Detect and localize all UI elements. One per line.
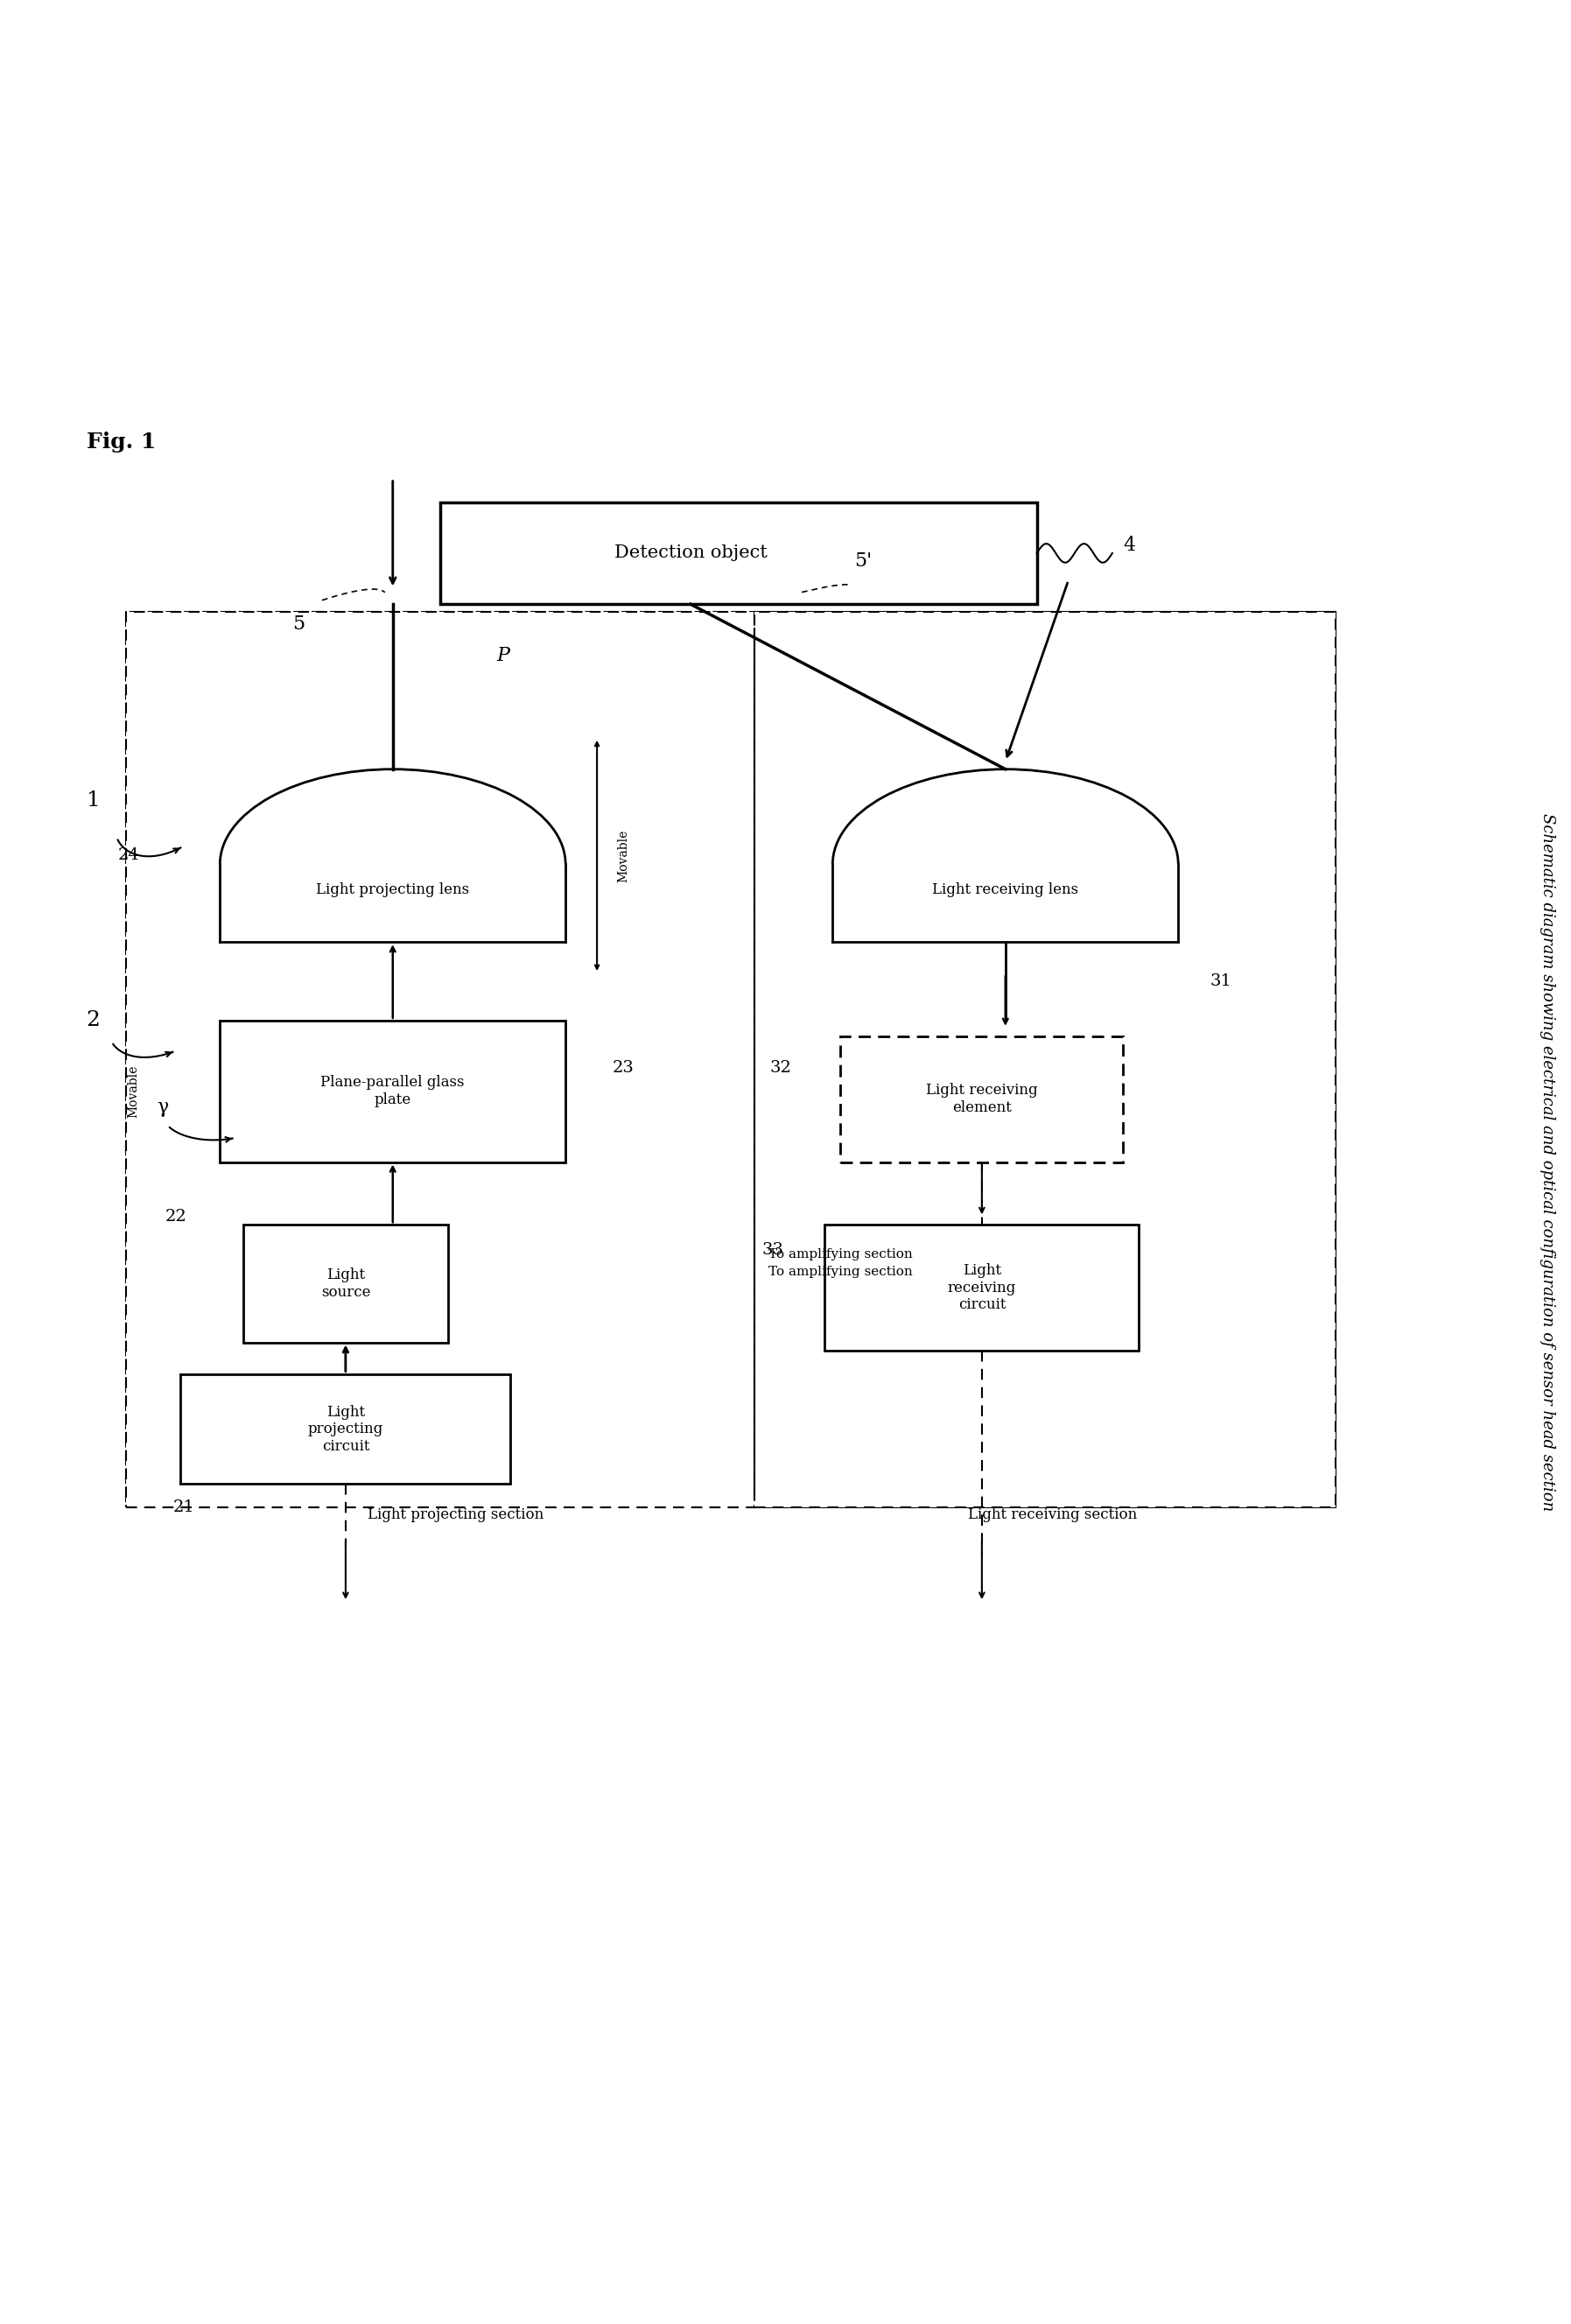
- Text: Fig. 1: Fig. 1: [86, 432, 156, 453]
- FancyBboxPatch shape: [126, 611, 1335, 1508]
- Text: Movable: Movable: [127, 1064, 140, 1118]
- FancyBboxPatch shape: [754, 611, 1335, 1508]
- Text: Light receiving section: Light receiving section: [968, 1508, 1137, 1522]
- Text: P: P: [496, 646, 509, 665]
- Text: 33: 33: [762, 1241, 784, 1257]
- FancyBboxPatch shape: [181, 1373, 511, 1485]
- Text: γ: γ: [157, 1097, 168, 1116]
- Text: Light receiving lens: Light receiving lens: [932, 883, 1079, 897]
- Text: Light receiving
element: Light receiving element: [925, 1083, 1038, 1116]
- FancyBboxPatch shape: [440, 502, 1037, 604]
- Text: Plane-parallel glass
plate: Plane-parallel glass plate: [320, 1076, 465, 1106]
- Text: 31: 31: [1210, 974, 1232, 990]
- Text: 22: 22: [165, 1208, 187, 1225]
- Text: 32: 32: [770, 1060, 792, 1076]
- FancyBboxPatch shape: [220, 1020, 566, 1162]
- Text: 2: 2: [86, 1011, 101, 1030]
- Text: 21: 21: [173, 1499, 195, 1515]
- Text: 4: 4: [1123, 535, 1136, 555]
- FancyBboxPatch shape: [840, 1037, 1123, 1162]
- Text: To amplifying section: To amplifying section: [768, 1267, 913, 1278]
- Text: Light
projecting
circuit: Light projecting circuit: [308, 1404, 383, 1455]
- Text: Movable: Movable: [617, 830, 630, 883]
- Text: Detection object: Detection object: [614, 544, 767, 562]
- Text: 24: 24: [118, 848, 140, 865]
- Text: To amplifying section: To amplifying section: [768, 1248, 913, 1260]
- Text: Light projecting section: Light projecting section: [368, 1508, 544, 1522]
- Text: Light
receiving
circuit: Light receiving circuit: [947, 1264, 1016, 1313]
- Text: 5: 5: [292, 614, 305, 634]
- Text: Light projecting lens: Light projecting lens: [316, 883, 470, 897]
- FancyBboxPatch shape: [825, 1225, 1139, 1350]
- Text: 1: 1: [86, 790, 101, 811]
- Text: Schematic diagram showing electrical and optical configuration of sensor head se: Schematic diagram showing electrical and…: [1540, 813, 1555, 1511]
- FancyBboxPatch shape: [126, 611, 754, 1508]
- Text: 5': 5': [855, 551, 872, 572]
- Text: Light
source: Light source: [320, 1269, 371, 1299]
- FancyBboxPatch shape: [244, 1225, 448, 1343]
- Text: 23: 23: [613, 1060, 635, 1076]
